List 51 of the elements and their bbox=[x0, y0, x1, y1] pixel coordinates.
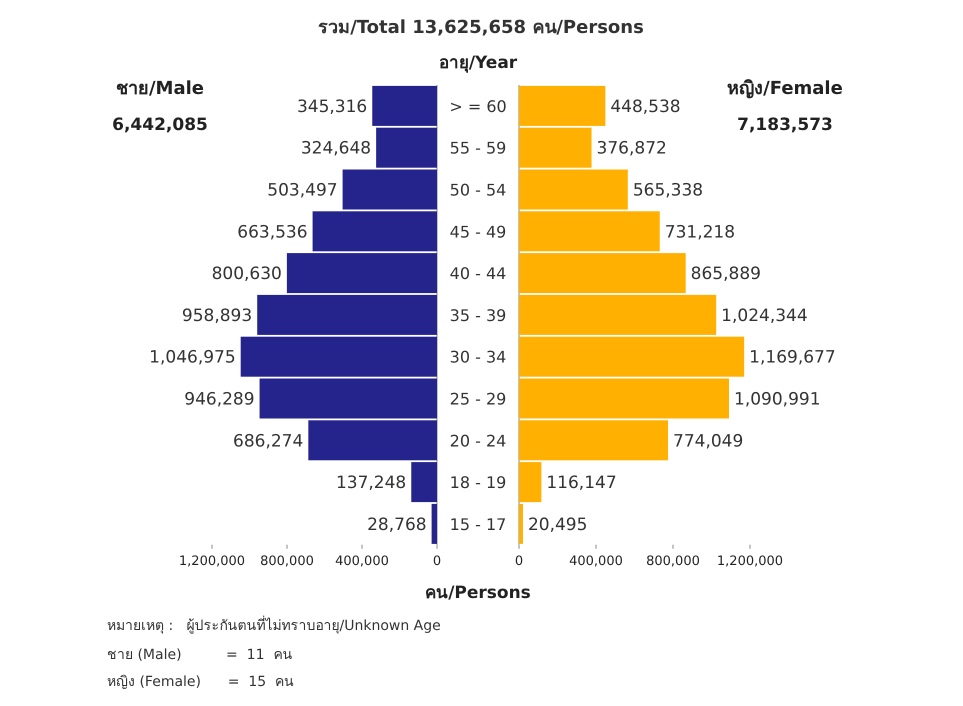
data-label: 958,893 bbox=[182, 306, 252, 326]
data-label: 345,316 bbox=[296, 96, 368, 117]
data-label: 865,889 bbox=[690, 264, 761, 284]
y-tick-label: > = 60 bbox=[449, 96, 507, 116]
data-label: 20,495 bbox=[528, 514, 588, 535]
chart-title: หญิง/Female bbox=[727, 78, 843, 99]
data-label: 1,169,677 bbox=[749, 348, 836, 368]
x-tick-label: 0 bbox=[514, 554, 524, 569]
data-label: 324,648 bbox=[300, 138, 372, 159]
data-label: 28,768 bbox=[367, 514, 427, 535]
data-label: 1,024,344 bbox=[721, 306, 808, 326]
y-tick-label: 45 - 49 bbox=[450, 222, 506, 242]
y-tick-label: 20 - 24 bbox=[450, 431, 506, 450]
data-label: 663,536 bbox=[237, 222, 308, 242]
text: หมายเหตุ : ผู้ประกันตนที่ไม่ทราบอายุ/Unknown Age bbox=[107, 616, 441, 634]
y-tick-label: 18 - 19 bbox=[450, 473, 506, 492]
y-tick-label: 35 - 39 bbox=[450, 306, 506, 325]
y-tick-label: 25 - 29 bbox=[450, 390, 506, 408]
x-tick-label: 0 bbox=[432, 554, 442, 569]
data-label: 565,338 bbox=[632, 180, 704, 200]
data-label: 731,218 bbox=[664, 222, 736, 242]
x-tick-label: 400,000 bbox=[335, 554, 389, 569]
x-axis-title: คน/Persons bbox=[425, 583, 531, 603]
data-label: 1,090,991 bbox=[734, 390, 821, 410]
text: 6,442,085 bbox=[112, 115, 208, 135]
data-label: 376,872 bbox=[596, 138, 667, 159]
data-label: 503,497 bbox=[267, 180, 338, 200]
text: ชาย (Male) = 11 คน bbox=[107, 647, 292, 663]
data-label: 448,538 bbox=[610, 96, 681, 117]
y-tick-label: 50 - 54 bbox=[450, 180, 506, 200]
chart-title: ชาย/Male bbox=[116, 78, 204, 99]
data-label: 800,630 bbox=[212, 264, 282, 284]
text: 7,183,573 bbox=[737, 115, 833, 135]
data-label: 686,274 bbox=[233, 431, 304, 452]
text: หญิง (Female) = 15 คน bbox=[107, 674, 294, 690]
y-tick-label: 55 - 59 bbox=[450, 138, 506, 158]
data-label: 1,046,975 bbox=[149, 348, 236, 368]
y-axis-title: อายุ/Year bbox=[438, 53, 518, 73]
y-tick-label: 40 - 44 bbox=[450, 264, 506, 284]
data-label: 137,248 bbox=[336, 473, 406, 494]
x-tick-label: 1,200,000 bbox=[716, 554, 784, 569]
y-tick-label: 15 - 17 bbox=[450, 514, 506, 534]
x-tick-label: 800,000 bbox=[260, 554, 314, 569]
data-label: 946,289 bbox=[184, 390, 255, 410]
text: รวม/Total 13,625,658 คน/Persons bbox=[318, 17, 644, 38]
data-label: 116,147 bbox=[546, 473, 617, 494]
data-label: 774,049 bbox=[673, 431, 744, 452]
y-tick-label: 30 - 34 bbox=[450, 348, 506, 367]
x-tick-label: 800,000 bbox=[646, 554, 700, 569]
x-tick-label: 1,200,000 bbox=[178, 554, 246, 569]
x-tick-label: 400,000 bbox=[569, 554, 623, 569]
